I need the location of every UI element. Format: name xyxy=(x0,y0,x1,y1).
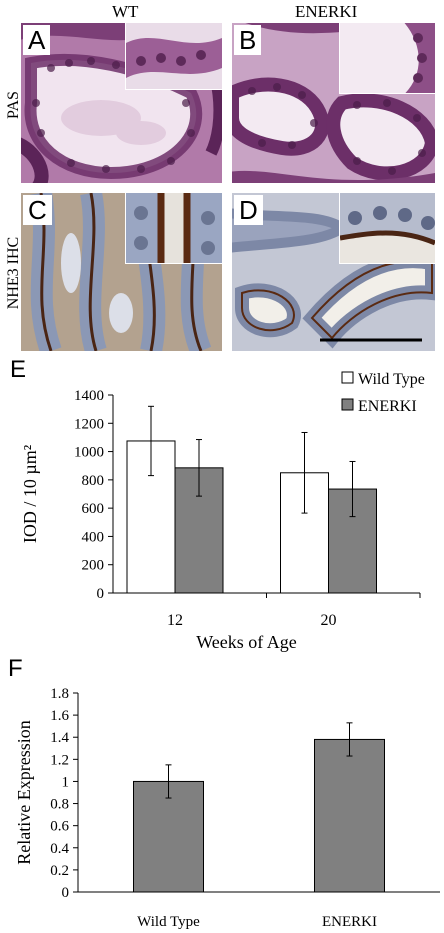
y-tick-label: 400 xyxy=(82,529,105,545)
panel-letter-b: B xyxy=(234,25,262,55)
y-tick-label: 0 xyxy=(62,885,70,901)
micrograph-panel-c: C xyxy=(21,193,222,351)
micrograph-panel-d: D xyxy=(232,193,435,351)
figure-letter-f: F xyxy=(8,655,23,682)
chart-f: 0 0.2 0.4 0.6 0.8 1 1.2 1.4 1.6 1.8 Wild Type ENERK… xyxy=(14,686,440,930)
x-tick-label: Wild Type xyxy=(137,914,200,930)
legend-label: ENERKI xyxy=(358,398,417,415)
column-label-wt: WT xyxy=(112,2,139,21)
inset-d xyxy=(339,193,435,264)
micrograph-panel-a: A xyxy=(21,23,222,183)
figure-letter-e: E xyxy=(10,356,27,383)
panel-letter-c: C xyxy=(23,195,52,225)
y-tick-label: 0 xyxy=(97,586,105,602)
legend-swatch xyxy=(341,371,354,384)
bar-enerki-12 xyxy=(174,467,224,594)
y-axis-title: Relative Expression xyxy=(14,720,34,864)
y-tick-label: 200 xyxy=(82,558,105,574)
bar-wild-type xyxy=(133,780,204,893)
inset-c xyxy=(125,193,222,264)
bar-enerki xyxy=(314,738,385,893)
x-axis-title: Weeks of Age xyxy=(196,632,297,652)
y-tick-label: 0.2 xyxy=(50,863,69,879)
legend-label: Wild Type xyxy=(358,371,425,388)
panel-letter-a: A xyxy=(23,25,51,55)
y-tick-label: 0.6 xyxy=(50,819,69,835)
inset-b xyxy=(339,23,435,94)
ihc-tissue-image xyxy=(232,193,435,351)
column-label-enerki: ENERKI xyxy=(295,2,358,21)
y-tick-label: 0.8 xyxy=(50,797,69,813)
y-tick-label: 1.2 xyxy=(50,752,69,768)
y-tick-label: 1 xyxy=(62,774,70,790)
x-tick-label: ENERKI xyxy=(322,914,377,930)
y-tick-label: 1.8 xyxy=(50,686,69,702)
x-tick-label: 20 xyxy=(321,612,337,629)
y-tick-label: 1000 xyxy=(74,445,104,461)
y-tick-label: 1.6 xyxy=(50,708,69,724)
inset-a xyxy=(125,23,222,90)
y-tick-label: 600 xyxy=(82,501,105,517)
micrograph-panel-b: B xyxy=(232,23,435,183)
y-tick-label: 0.4 xyxy=(50,841,69,857)
chart-e: 0 200 400 600 800 1000 1200 1400 12 20 Weeks of Ag… xyxy=(20,371,425,652)
legend-swatch xyxy=(341,398,354,411)
y-tick-label: 1200 xyxy=(74,416,104,432)
y-axis-title: IOD / 10 µm² xyxy=(20,445,40,543)
pas-tissue-image xyxy=(232,23,435,183)
y-tick-label: 1400 xyxy=(74,388,104,404)
x-tick-label: 12 xyxy=(167,612,183,629)
y-tick-label: 800 xyxy=(82,473,105,489)
y-tick-label: 1.4 xyxy=(50,730,69,746)
panel-letter-d: D xyxy=(234,195,263,225)
